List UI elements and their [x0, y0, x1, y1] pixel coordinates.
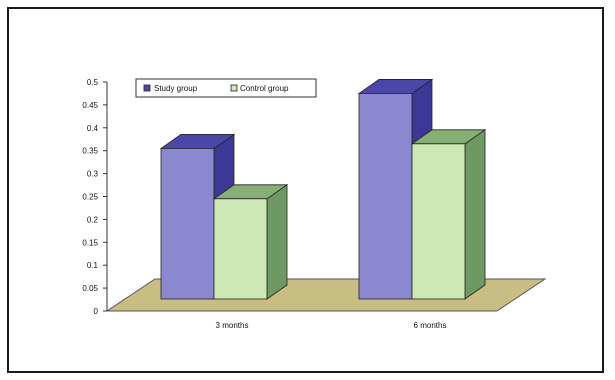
bar-front-face	[160, 148, 215, 300]
legend-swatch-control	[230, 84, 238, 92]
bar-front-face	[213, 198, 268, 300]
y-tick-label: 0.1	[87, 261, 99, 270]
y-tick-label: 0.5	[87, 78, 99, 87]
x-axis-labels: 3 months 6 months	[216, 321, 447, 330]
legend-swatch-study	[143, 84, 151, 92]
legend-label-control: Control group	[240, 84, 289, 93]
legend-label-study: Study group	[154, 84, 198, 93]
y-tick-label: 0.25	[82, 193, 98, 202]
legend: Study group Control group	[135, 78, 317, 98]
y-tick-label: 0.2	[87, 215, 99, 224]
y-tick-label: 0.3	[87, 170, 99, 179]
y-tick-label: 0.15	[82, 238, 98, 247]
bar-side-face	[464, 129, 486, 300]
x-tick-label: 3 months	[216, 321, 249, 330]
y-tick-label: 0.05	[82, 284, 98, 293]
bar-front-face	[358, 93, 413, 300]
bar-control-3-months	[212, 184, 289, 300]
y-axis-ticks: 0 0.05 0.1 0.15 0.2 0.25 0.3 0.35 0.4 0.45 0.5	[82, 78, 107, 316]
x-tick-label: 6 months	[414, 321, 447, 330]
y-tick-label: 0.4	[87, 124, 99, 133]
bar-control-6-months	[410, 129, 487, 300]
y-tick-label: 0.45	[82, 101, 98, 110]
legend-box	[135, 78, 317, 98]
bar-front-face	[411, 143, 466, 300]
y-tick-label: 0.35	[82, 147, 98, 156]
bar-side-face	[266, 184, 288, 300]
bars-group	[159, 78, 487, 300]
y-tick-label: 0	[94, 307, 99, 316]
